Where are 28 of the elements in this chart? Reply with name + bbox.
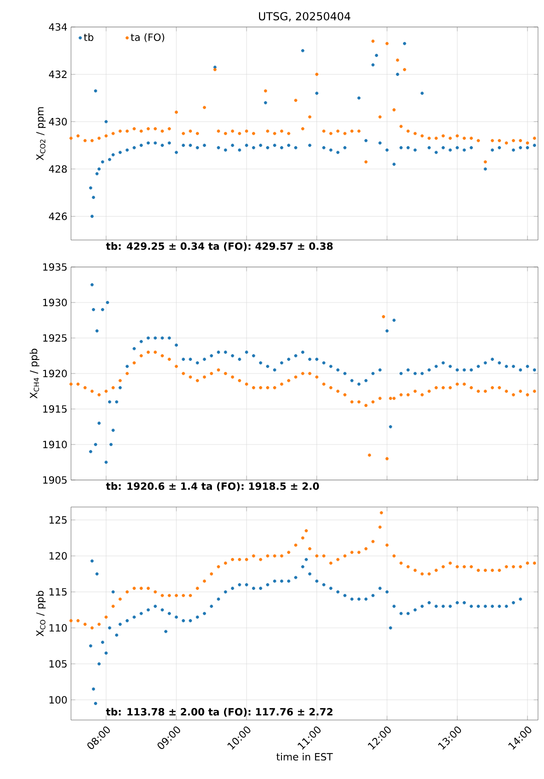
y-tick-label: 1935 bbox=[43, 263, 67, 271]
chart-title: UTSG, 20250404 bbox=[259, 12, 350, 22]
y-axis-title: X$_{CO}$ / ppb bbox=[36, 590, 46, 636]
y-tick-label: 1905 bbox=[43, 476, 67, 484]
y-tick-label: 110 bbox=[50, 624, 67, 632]
y-tick-label: 1915 bbox=[43, 405, 67, 413]
y-tick-label: 426 bbox=[48, 212, 67, 220]
legend-label: tb bbox=[84, 33, 94, 42]
x-axis-title: time in EST bbox=[276, 752, 333, 761]
y-tick-label: 120 bbox=[50, 552, 67, 560]
text: tb: 429.25 ± 0.34 ta (FO): 429.57 ± 0.38 bbox=[106, 242, 333, 252]
y-tick-label: 125 bbox=[50, 516, 67, 524]
y-tick-label: 428 bbox=[48, 165, 67, 173]
y-tick-label: 432 bbox=[48, 70, 66, 78]
y-tick-label: 115 bbox=[50, 588, 67, 596]
y-tick-label: 1920 bbox=[43, 370, 67, 378]
y-axis-title: X$_{CH4}$ / ppb bbox=[30, 348, 40, 398]
y-tick-label: 1910 bbox=[43, 440, 67, 448]
y-tick-label: 1925 bbox=[43, 334, 67, 342]
text: tb: 1920.6 ± 1.4 ta (FO): 1918.5 ± 2.0 bbox=[106, 482, 319, 492]
y-tick-label: 1930 bbox=[43, 298, 67, 306]
y-tick-label: 105 bbox=[50, 660, 67, 668]
y-tick-label: 100 bbox=[50, 696, 67, 704]
legend-label: ta (FO) bbox=[130, 33, 164, 42]
y-tick-label: 434 bbox=[48, 23, 67, 31]
y-axis-title: X$_{CO2}$ / ppm bbox=[36, 107, 46, 160]
y-tick-label: 430 bbox=[48, 118, 67, 126]
annotation: tb: 113.78 ± 2.00 ta (FO): 117.76 ± 2.72 bbox=[106, 708, 332, 717]
